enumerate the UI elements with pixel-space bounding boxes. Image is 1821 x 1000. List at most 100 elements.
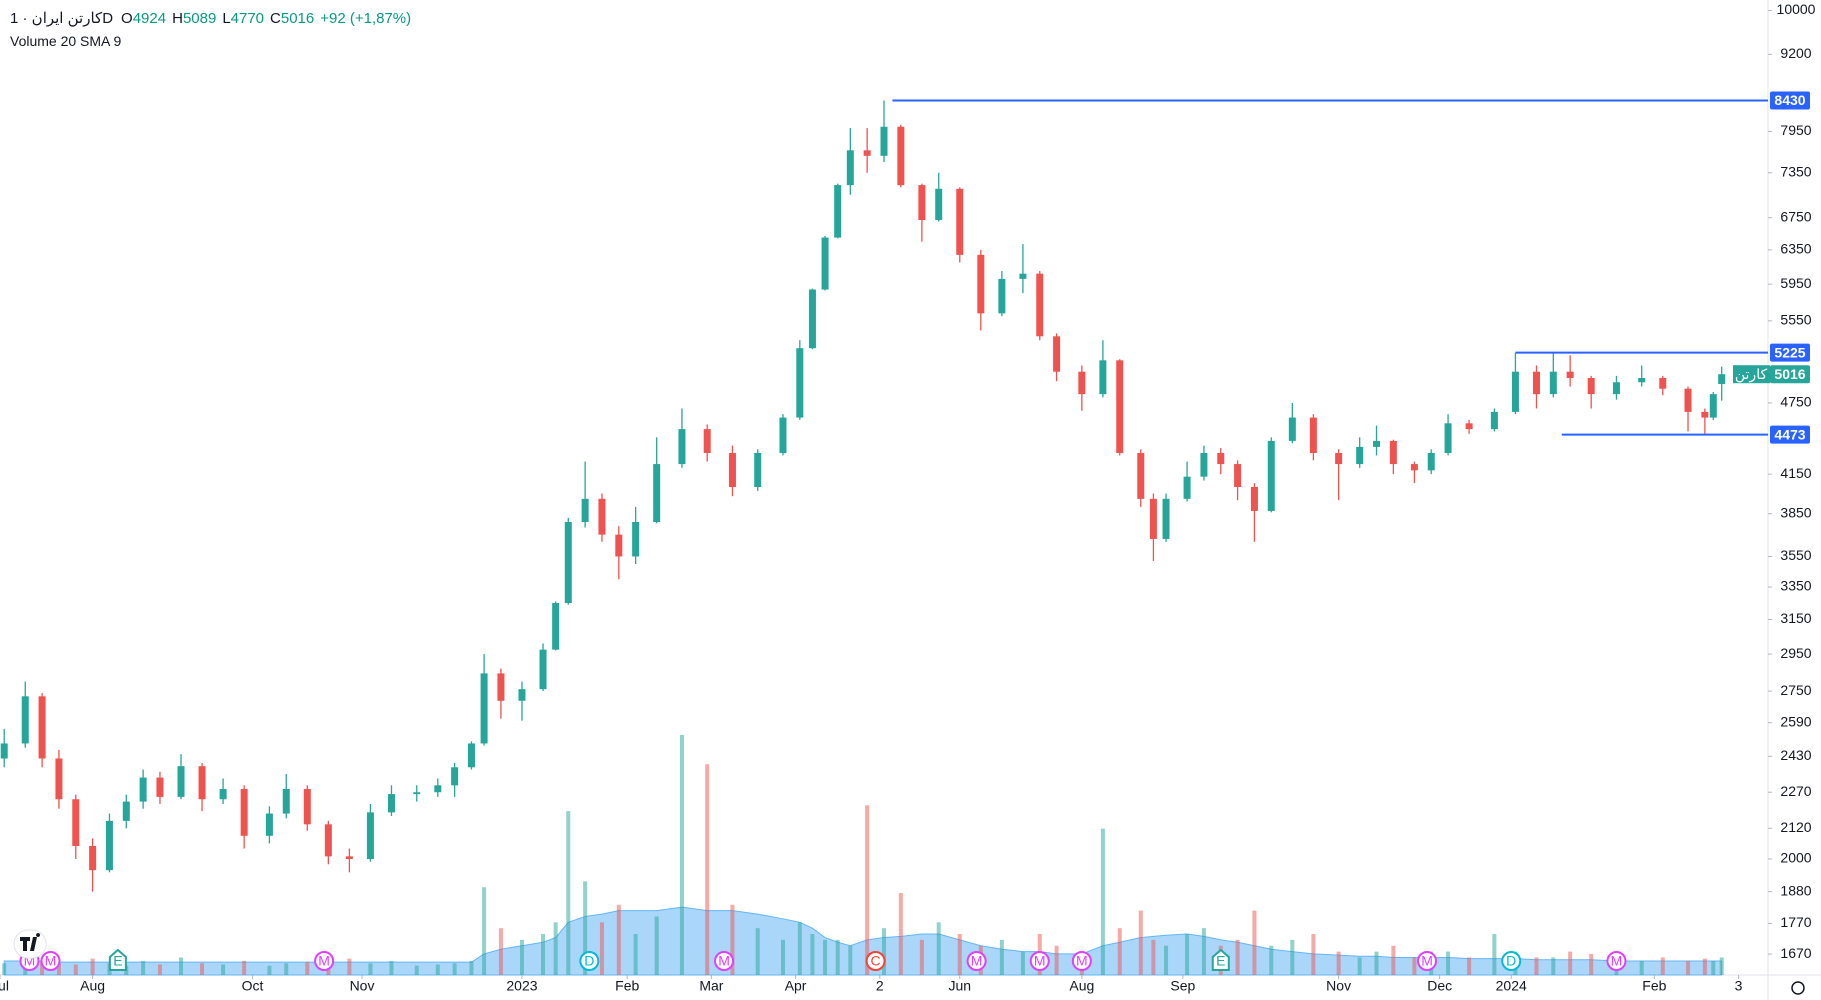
event-marker[interactable]: C [865,951,886,971]
candle-body [1267,440,1275,511]
y-tick-label: 2590 [1780,713,1811,729]
volume-bar [1467,957,1472,975]
volume-bar [1568,951,1573,975]
candle-body [139,777,147,802]
candle-body [282,788,290,814]
event-marker[interactable]: D [579,951,600,971]
y-tick-label: 4750 [1780,394,1811,410]
candle-body [808,289,816,349]
candle-body [935,188,943,221]
indicator-row: Volume 20 SMA 9 [10,30,417,53]
candle-body [0,743,8,759]
volume-bar [73,964,78,975]
volume-bar [848,945,853,975]
line-price-label: 8430 [1774,92,1805,108]
candle-body [72,799,80,846]
event-label: M [1034,953,1046,969]
candle-body [1612,382,1620,395]
candle-body [834,185,842,238]
candle-body [177,766,185,797]
event-marker[interactable]: M [1071,951,1092,971]
candle-body [345,856,353,859]
x-tick-label: Aug [1069,978,1094,994]
volume-bar [389,960,394,975]
candle-body [796,348,804,418]
event-shape [40,951,61,971]
x-tick-label: 2023 [506,978,537,994]
event-shape [1417,951,1438,971]
ohlc-label: H [172,10,183,27]
x-tick-label: Feb [615,978,639,994]
volume-bar [1164,945,1169,975]
candle-body [678,429,686,465]
candle-body [451,767,459,786]
event-marker[interactable]: M [1417,951,1438,971]
y-tick-label: 2950 [1780,645,1811,661]
candle-body [1465,423,1473,430]
event-marker[interactable]: M [314,951,335,971]
candle-body [156,777,164,797]
volume-bar [1702,958,1707,975]
volume-bar [1336,951,1341,975]
last-price-tag-box [1733,365,1770,384]
volume-bar [435,964,440,975]
event-shape [1501,951,1522,971]
x-tick-label: Sep [1170,978,1195,994]
x-tick-label: 2024 [1496,978,1527,994]
y-tick-label: 1880 [1780,882,1811,898]
event-label: M [318,953,330,969]
candle-body [977,254,985,314]
event-shape [1071,951,1092,971]
event-label: M [1421,953,1433,969]
event-marker[interactable]: E [108,948,127,971]
volume-bar [835,939,840,975]
y-tick-label: 6350 [1780,241,1811,257]
event-marker[interactable]: D [1501,951,1522,971]
volume-bar [469,960,474,975]
event-marker[interactable]: M [714,951,735,971]
x-tick-label: Jul [0,978,9,994]
volume-bar [566,811,571,975]
ohlc-label: C [270,10,281,27]
indicator[interactable]: Volume 20 SMA 9 [10,33,122,49]
event-marker[interactable]: M [40,951,61,971]
candle-body [1356,446,1364,465]
volume-bar [780,939,785,975]
x-tick-label: 3 [1735,978,1743,994]
x-tick-label: Dec [1427,978,1452,994]
candle-body [728,452,736,487]
y-tick-label: 2000 [1780,850,1811,866]
event-marker[interactable]: M [1029,951,1050,971]
volume-bar [452,963,457,975]
y-tick-label: 7950 [1780,122,1811,138]
volume-bar [583,881,588,975]
volume-bar [242,960,247,975]
event-marker[interactable]: M [1606,951,1627,971]
candle-body [198,766,206,800]
candle-body [998,278,1006,314]
candle-body [1116,360,1124,453]
settings-button[interactable] [1791,981,1805,995]
candle-body [880,126,888,156]
x-tick-label: Feb [1642,978,1666,994]
volume-bar [1269,945,1274,975]
volume-bar [1686,960,1691,975]
candle-body [1335,452,1343,465]
symbol[interactable]: کارتن ایران · 1D [10,10,114,27]
candle-body [219,788,227,800]
candle-body [539,649,547,690]
candle-body [303,788,311,825]
volume-bar [1252,910,1257,975]
event-marker[interactable]: E [1211,948,1230,971]
candle-body [653,464,661,522]
x-tick-label: 2 [876,978,884,994]
event-label: M [24,953,36,969]
y-tick-label: 6750 [1780,208,1811,224]
tradingview-logo [13,929,47,959]
event-marker[interactable]: M [966,951,987,971]
y-tick-label: 7350 [1780,163,1811,179]
candle-body [1373,440,1381,447]
candle-body [552,603,560,650]
event-shape [108,948,127,971]
